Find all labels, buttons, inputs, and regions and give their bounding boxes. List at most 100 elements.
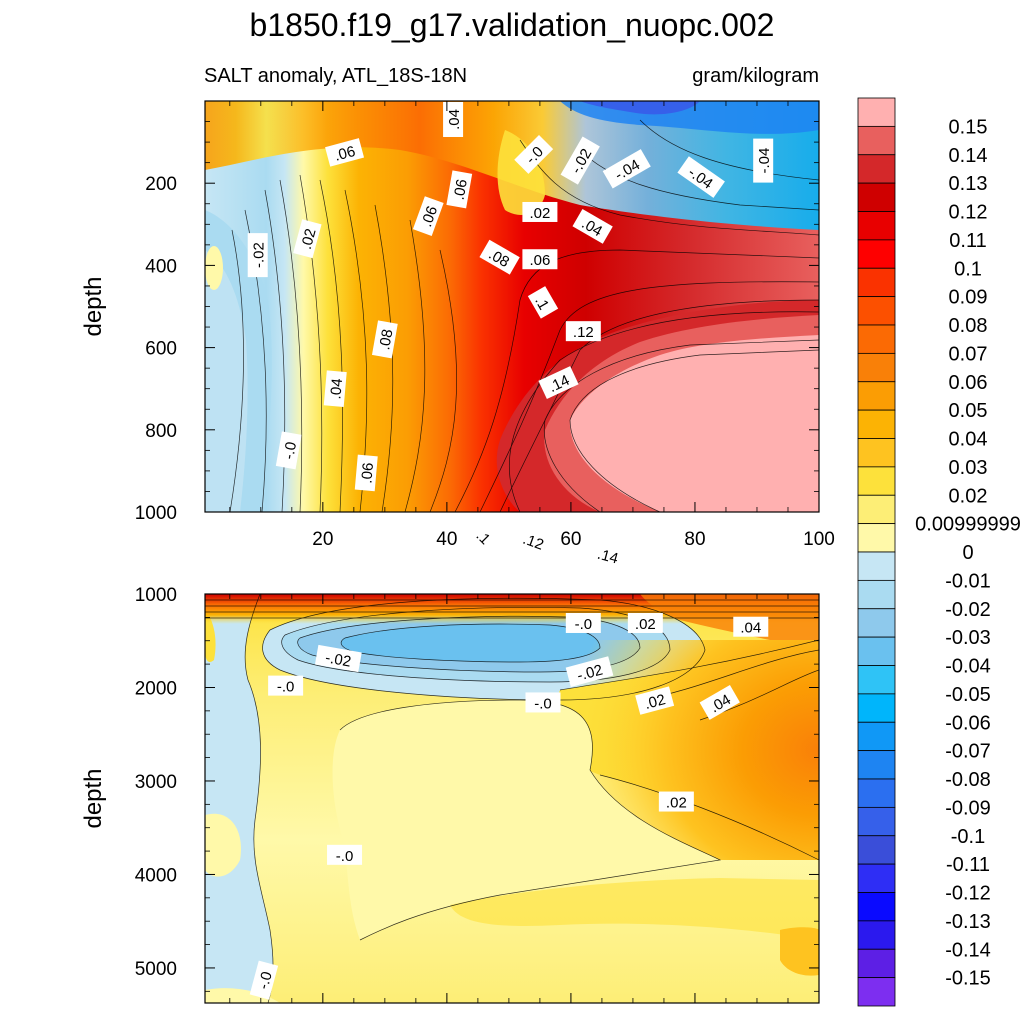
upper-contour-label: -.02: [247, 233, 268, 278]
colorbar-swatch: [857, 324, 896, 354]
colorbar-swatch: [857, 125, 896, 156]
colorbar-swatch: [857, 154, 896, 184]
colorbar-label: -0.11: [946, 854, 990, 876]
upper-x-tick-label: 80: [684, 529, 705, 550]
colorbar-label: 0.02: [949, 485, 988, 507]
lower-y-tick-label: 1000: [135, 585, 177, 606]
colorbar-swatch: [857, 750, 896, 780]
upper-x-tick-label: 40: [436, 529, 457, 550]
lower-contour-label: -.0: [525, 692, 561, 713]
colorbar-label: 0.00999999: [915, 514, 1021, 536]
upper-y-tick-label: 800: [145, 421, 177, 442]
upper-filled-contours: [205, 101, 819, 512]
colorbar-swatch: [857, 693, 896, 723]
lower-contour-label-box: [268, 675, 304, 696]
upper-contour-label-text: .06: [451, 178, 471, 201]
upper-contour-label-box: [522, 249, 558, 270]
upper-contour-label: .02: [522, 201, 558, 222]
upper-contour-label-box: [446, 170, 473, 209]
upper-contour-label: .1: [527, 286, 559, 319]
colorbar-swatch: [857, 97, 896, 127]
upper-contour-label-box: [467, 520, 501, 553]
colorbar-swatch: [857, 778, 896, 808]
lower-contour-label-box: [249, 960, 279, 1000]
colorbar-label: 0.15: [949, 116, 988, 138]
upper-contour-label-text: .06: [418, 204, 441, 229]
colorbar-swatch: [857, 239, 896, 269]
colorbar-swatch: [857, 267, 896, 298]
upper-contour-label: .04: [323, 370, 347, 408]
lower-contour-label: .04: [733, 616, 769, 637]
upper-contour-label-text: -.0: [280, 441, 300, 461]
colorbar-swatch: [857, 211, 896, 241]
lower-y-axis-label: depth: [80, 768, 107, 828]
upper-contour-label: .06: [412, 196, 444, 236]
lower-plot-frame: [204, 593, 820, 1004]
lower-y-tick-label: 5000: [135, 959, 177, 980]
upper-contour-label-box: [514, 134, 554, 174]
lower-contour-label-text: .02: [635, 616, 656, 633]
colorbar-swatch: [857, 863, 896, 893]
colorbar-swatch: [857, 381, 896, 411]
upper-contour-label: .06: [446, 170, 473, 209]
colorbar-label: -0.08: [945, 769, 991, 791]
colorbar-label: -0.06: [945, 712, 991, 734]
lower-contour-label-text: -.0: [255, 970, 276, 991]
upper-y-tick-label: 200: [145, 174, 177, 195]
lower-contour-label-box: [565, 656, 614, 687]
upper-contour-label-box: [513, 525, 554, 557]
lower-contour-label-text: -.02: [324, 649, 352, 670]
colorbar-swatch: [857, 892, 896, 922]
lower-y-tick-label: 3000: [135, 772, 177, 793]
upper-contour-label: .06: [522, 249, 558, 270]
upper-contour-label-box: [522, 201, 558, 222]
colorbar-label: 0.03: [949, 457, 988, 479]
lower-contour-label-text: -.0: [336, 848, 354, 865]
colorbar-label: 0.12: [949, 202, 988, 224]
colorbar-label: 0.05: [949, 400, 988, 422]
lower-contour-label-text: .04: [740, 620, 761, 637]
upper-contour-label-box: [247, 233, 268, 278]
upper-contour-label: .12: [513, 525, 554, 557]
colorbar-swatch: [857, 806, 896, 837]
upper-contour-label: .06: [354, 454, 378, 492]
figure-title: b1850.f19_g17.validation_nuopc.002: [250, 7, 775, 43]
upper-axes: 20 40 60 80 100 200 400 600 800 1000 depth: [80, 100, 835, 550]
colorbar-label: 0.08: [949, 315, 988, 337]
upper-panel: [205, 101, 819, 512]
lower-contour-label: -.02: [565, 656, 614, 687]
upper-contour-label: .04: [443, 101, 464, 137]
lower-contour-label: .02: [627, 612, 663, 633]
upper-contour-label-box: [588, 540, 628, 570]
colorbar-swatch: [857, 494, 896, 525]
colorbar-swatch: [857, 721, 896, 752]
upper-contour-label-text: .04: [327, 378, 346, 400]
lower-contour-label: -.0: [565, 612, 601, 633]
upper-contour-label-box: [371, 320, 398, 359]
lower-contour-label: -.0: [249, 960, 279, 1000]
upper-contour-label-text: -.02: [251, 242, 268, 268]
upper-contour-label-text: .06: [529, 252, 550, 269]
lower-contour-lines: [205, 594, 819, 1003]
upper-x-tick-label: 60: [560, 529, 581, 550]
upper-contour-label-box: [753, 138, 774, 183]
colorbar-label: -0.02: [945, 599, 991, 621]
upper-y-tick-label: 600: [145, 339, 177, 360]
lower-contour-label-text: -.0: [277, 679, 295, 696]
upper-contour-label-box: [602, 149, 651, 189]
upper-contour-label: .06: [325, 138, 365, 167]
colorbar-label: 0.07: [949, 343, 988, 365]
lower-contour-labels: -.0.02.04-.02-.02-.0-.0.02.04.02-.0-.0: [249, 612, 769, 1000]
upper-contour-label-box: [325, 138, 365, 167]
colorbar-label: -0.09: [945, 797, 991, 819]
upper-contour-label-box: [572, 208, 613, 244]
lower-contour-label-box: [327, 844, 363, 865]
colorbar-label: -0.03: [945, 627, 991, 649]
lower-contour-label-text: .02: [666, 795, 687, 812]
upper-contour-label: .1: [467, 520, 501, 553]
upper-contour-label-text: -.04: [756, 148, 773, 174]
lower-contour-label-text: -.0: [575, 616, 593, 633]
subtitle-right: gram/kilogram: [692, 65, 819, 87]
lower-contour-label: -.0: [268, 675, 304, 696]
upper-contour-label-text: .06: [358, 462, 377, 484]
